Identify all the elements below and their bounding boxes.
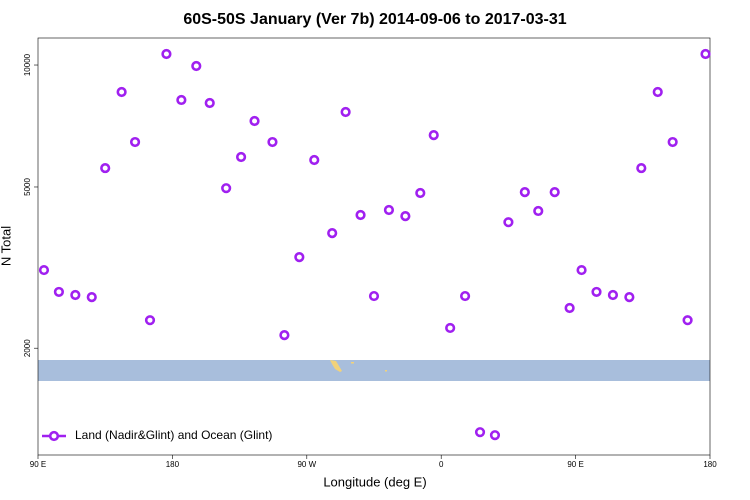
- point: [116, 86, 127, 98]
- point: [591, 286, 602, 298]
- point: [70, 289, 81, 301]
- point: [459, 290, 471, 302]
- point: [176, 94, 187, 106]
- point: [249, 115, 260, 127]
- y-tick-label: 10000: [23, 53, 32, 76]
- x-tick-label: 90 E: [567, 460, 583, 469]
- land-shape: [351, 362, 354, 364]
- y-tick-label: 2000: [23, 339, 32, 357]
- point: [279, 330, 290, 341]
- x-tick-label: 180: [166, 460, 180, 469]
- legend-label: Land (Nadir&Glint) and Ocean (Glint): [75, 428, 272, 442]
- point: [38, 264, 50, 276]
- point: [221, 183, 232, 194]
- point: [309, 154, 320, 166]
- point: [415, 187, 426, 199]
- point: [700, 48, 711, 60]
- point: [549, 187, 560, 198]
- point: [383, 204, 395, 216]
- x-tick-label: 0: [439, 460, 444, 469]
- point: [400, 211, 411, 222]
- point: [129, 136, 141, 148]
- point: [652, 86, 663, 98]
- point: [327, 228, 338, 239]
- point: [355, 209, 366, 221]
- x-tick-label: 90 W: [297, 460, 316, 469]
- point: [564, 302, 575, 314]
- point: [100, 162, 111, 174]
- chart-title: 60S-50S January (Ver 7b) 2014-09-06 to 2…: [183, 11, 566, 28]
- map-band: [38, 360, 710, 381]
- x-tick-label: 90 E: [30, 460, 46, 469]
- point: [204, 97, 215, 109]
- x-axis-label: Longitude (deg E): [323, 474, 426, 489]
- point: [607, 289, 619, 301]
- point: [624, 292, 635, 303]
- point: [86, 292, 97, 303]
- point: [489, 430, 501, 441]
- point: [533, 205, 544, 217]
- land-shape: [330, 360, 342, 372]
- point: [474, 427, 486, 438]
- point: [191, 60, 202, 72]
- point: [340, 106, 351, 118]
- x-tick-label: 180: [703, 460, 717, 469]
- land-shape: [385, 370, 387, 372]
- point: [519, 187, 530, 198]
- point: [368, 290, 380, 302]
- y-axis-label: N Total: [0, 226, 13, 266]
- point: [294, 252, 305, 263]
- point: [667, 136, 678, 148]
- point: [682, 315, 693, 326]
- legend-marker: [48, 430, 60, 442]
- point: [445, 322, 456, 334]
- point: [235, 151, 247, 163]
- point: [161, 48, 172, 60]
- point: [144, 315, 156, 326]
- point: [53, 286, 65, 298]
- point: [576, 264, 587, 276]
- y-tick-label: 5000: [23, 178, 32, 196]
- plot-frame: [37, 37, 711, 456]
- point: [636, 162, 647, 174]
- point: [267, 136, 278, 148]
- point: [428, 129, 439, 141]
- point: [503, 217, 514, 228]
